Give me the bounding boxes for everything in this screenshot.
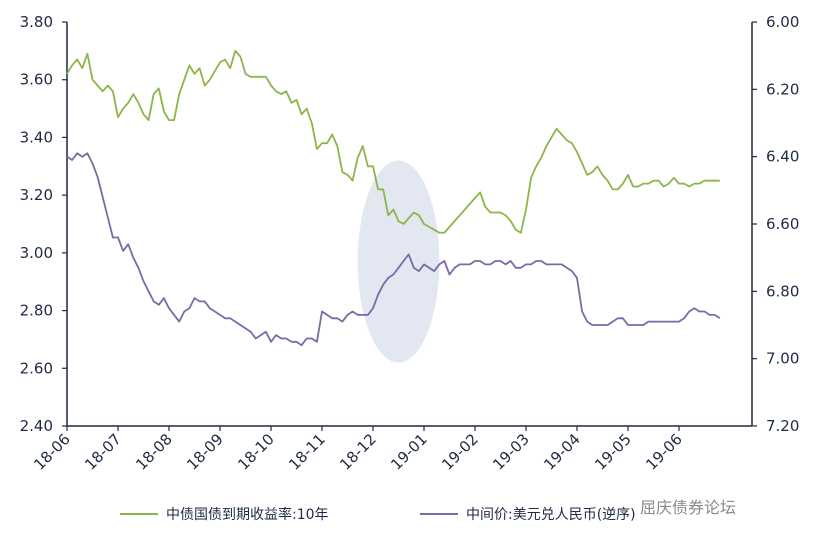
highlight-ellipse: [357, 160, 440, 363]
left-tick-label: 2.60: [20, 359, 53, 377]
right-tick-label: 6.40: [766, 148, 799, 166]
x-tick-label: 19-02: [438, 430, 482, 474]
left-tick-label: 3.80: [20, 13, 53, 31]
x-tick-label: 18-06: [30, 430, 74, 474]
legend: 中债国债到期收益率:10年 中间价:美元兑人民币(逆序): [120, 506, 636, 523]
legend-label: 中间价:美元兑人民币(逆序): [466, 507, 636, 523]
right-tick-label: 6.60: [766, 215, 799, 233]
x-tick-label: 19-06: [642, 430, 686, 474]
highlight-layer: [357, 160, 440, 363]
series-line-bond-yield: [66, 50, 720, 234]
x-tick-label: 18-08: [132, 430, 176, 474]
left-tick-label: 2.40: [20, 417, 53, 435]
left-tick-label: 3.40: [20, 128, 53, 146]
watermark: 屈庆债券论坛: [640, 498, 737, 517]
series-line-usdcny: [66, 152, 721, 347]
right-tick-label: 6.20: [766, 80, 799, 98]
x-tick-label: 19-01: [387, 430, 431, 474]
x-tick-label: 18-12: [336, 430, 380, 474]
right-tick-label: 7.00: [766, 350, 799, 368]
left-tick-label: 3.20: [20, 186, 53, 204]
left-tick-label: 2.80: [20, 302, 53, 320]
x-tick-label: 18-07: [81, 430, 125, 474]
right-tick-label: 6.00: [766, 13, 799, 31]
x-tick-label: 18-09: [183, 430, 227, 474]
left-tick-label: 3.00: [20, 244, 53, 262]
x-tick-label: 18-11: [285, 430, 329, 474]
right-tick-label: 6.80: [766, 282, 799, 300]
x-tick-label: 19-04: [540, 430, 584, 474]
legend-label: 中债国债到期收益率:10年: [166, 506, 329, 523]
series-layer: [66, 50, 721, 347]
x-tick-label: 19-03: [489, 430, 533, 474]
right-tick-label: 7.20: [766, 417, 799, 435]
x-tick-label: 18-10: [234, 430, 278, 474]
x-tick-label: 19-05: [591, 430, 635, 474]
left-tick-label: 3.60: [20, 71, 53, 89]
